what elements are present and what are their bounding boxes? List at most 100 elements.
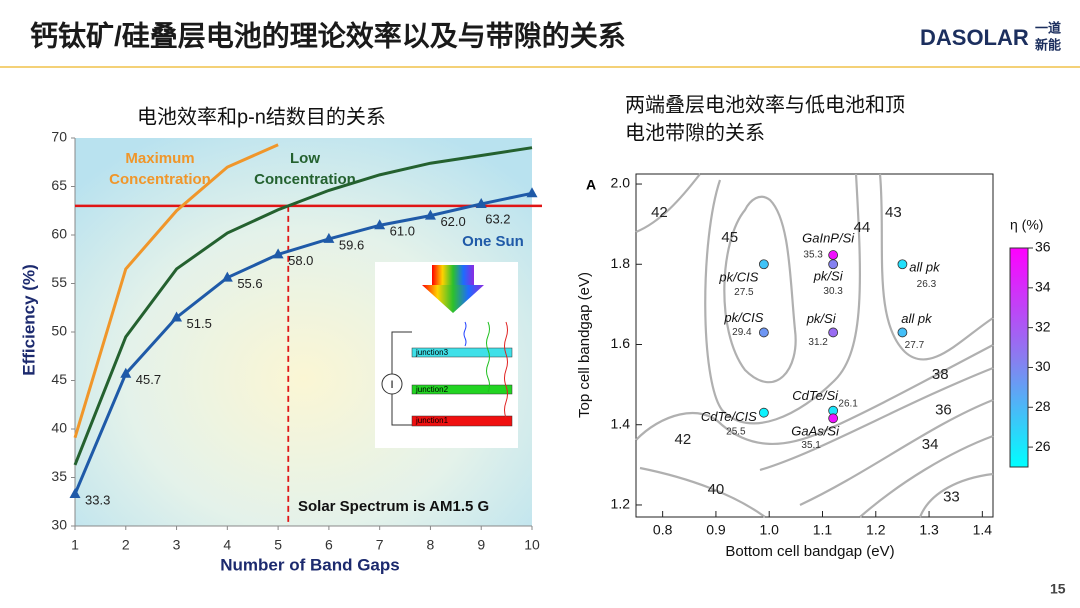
- y-tick-label: 40: [51, 420, 67, 436]
- y-tick-label: 1.4: [611, 415, 631, 431]
- y-tick-label: 1.6: [611, 335, 631, 351]
- data-label: 45.7: [136, 372, 161, 387]
- photon: [486, 321, 490, 393]
- colorbar-tick-label: 36: [1035, 239, 1051, 255]
- point-label: GaAs/Si: [791, 424, 840, 439]
- x-tick-label: 10: [524, 537, 540, 553]
- meter-label: I: [390, 379, 393, 391]
- x-axis-label: Number of Band Gaps: [220, 555, 399, 574]
- y-axis-label: Top cell bandgap (eV): [576, 272, 593, 418]
- contour-label: 40: [708, 481, 725, 498]
- y-tick-label: 30: [51, 517, 67, 533]
- marker: [221, 271, 233, 282]
- series-label: One Sun: [462, 233, 524, 250]
- junction-label: junction2: [415, 385, 449, 394]
- point-value: 35.3: [803, 250, 823, 261]
- contour-label: 43: [885, 204, 902, 221]
- data-label: 59.6: [339, 237, 364, 252]
- data-label: 62.0: [440, 214, 465, 229]
- spectrum-arrow: [422, 285, 484, 313]
- contour-label: 33: [943, 488, 960, 505]
- colorbar-label: η (%): [1010, 217, 1043, 233]
- marker: [323, 232, 335, 243]
- point-label: pk/Si: [806, 311, 837, 326]
- x-axis-label: Bottom cell bandgap (eV): [725, 543, 894, 560]
- data-label: 61.0: [390, 224, 415, 239]
- marker: [526, 187, 538, 198]
- marker: [374, 219, 386, 230]
- contour-label: 44: [854, 219, 871, 236]
- colorbar-tick-label: 26: [1035, 438, 1051, 454]
- point-label: pk/CIS: [723, 310, 763, 325]
- x-tick-label: 6: [325, 537, 333, 553]
- contours: [635, 173, 994, 518]
- chart-2: 0.8 0.9 1.0 1.1 1.2 1.3 1.4 1.2 1.4 1.6 1.8 2.0 42 45…: [611, 175, 1051, 538]
- y-tick-label: 65: [51, 177, 67, 193]
- plot-frame: [635, 173, 994, 518]
- point-label: pk/Si: [813, 269, 844, 284]
- slide-title: 钙钛矿/硅叠层电池的理论效率以及与带隙的关系: [30, 19, 626, 51]
- y-tick-label: 2.0: [611, 175, 631, 191]
- point: [897, 327, 908, 338]
- contour-label: 36: [935, 401, 952, 418]
- y-tick-label: 1.8: [611, 255, 631, 271]
- contour-label: 42: [675, 431, 692, 448]
- x-tick-label: 3: [173, 537, 181, 553]
- point-value: 26.3: [917, 279, 937, 290]
- junction-label: junction3: [415, 348, 449, 357]
- point-label: all pk: [901, 311, 933, 326]
- contour-label: 45: [721, 229, 738, 246]
- x-tick-label: 2: [122, 537, 130, 553]
- x-tick-label: 0.9: [706, 522, 726, 538]
- colorbar: [1009, 247, 1029, 468]
- chart-title: 两端叠层电池效率与低电池和顶: [625, 93, 905, 116]
- line: [73, 146, 533, 466]
- junction: [411, 415, 513, 427]
- logo: DASOLAR: [920, 25, 1029, 50]
- line: [73, 143, 279, 439]
- point-value: 30.3: [823, 286, 843, 297]
- marker: [171, 311, 183, 322]
- x-tick-label: 1.0: [759, 522, 779, 538]
- meter: [381, 373, 403, 395]
- x-tick-label: 4: [223, 537, 231, 553]
- data-label: 63.2: [485, 211, 510, 226]
- point: [758, 407, 769, 418]
- logo-cn: 一道: [1035, 20, 1061, 35]
- marker: [424, 209, 436, 220]
- data-label: 33.3: [85, 492, 110, 507]
- point-value: 35.1: [801, 440, 821, 451]
- point: [758, 259, 769, 270]
- spectrum: [432, 265, 474, 285]
- point: [828, 250, 839, 260]
- point: [828, 327, 839, 338]
- x-tick-label: 1: [71, 537, 79, 553]
- annotation: Solar Spectrum is AM1.5 G: [298, 498, 489, 515]
- x-tick-label: 1.2: [866, 522, 886, 538]
- colorbar-tick-label: 28: [1035, 398, 1051, 414]
- point: [828, 413, 839, 424]
- point-label: all pk: [909, 260, 941, 275]
- data-label: 51.5: [187, 316, 212, 331]
- point-value: 29.4: [732, 327, 752, 338]
- y-tick-label: 55: [51, 274, 67, 290]
- x-tick-label: 0.8: [653, 522, 673, 538]
- point-label: CdTe/Si: [792, 388, 839, 403]
- point-value: 26.1: [838, 398, 858, 409]
- junction: [411, 347, 513, 358]
- junction: [411, 384, 513, 395]
- x-tick-label: 1.3: [919, 522, 939, 538]
- junction-label: junction1: [415, 416, 449, 425]
- point: [828, 259, 839, 270]
- point-label: CdTe/CIS: [701, 409, 757, 424]
- colorbar-tick-label: 34: [1035, 279, 1051, 295]
- point: [897, 259, 908, 270]
- data-label: 55.6: [237, 276, 262, 291]
- contour-label: 42: [651, 204, 668, 221]
- marker: [120, 367, 132, 378]
- data-label: 58.0: [288, 253, 313, 268]
- page-number: 15: [1050, 581, 1066, 597]
